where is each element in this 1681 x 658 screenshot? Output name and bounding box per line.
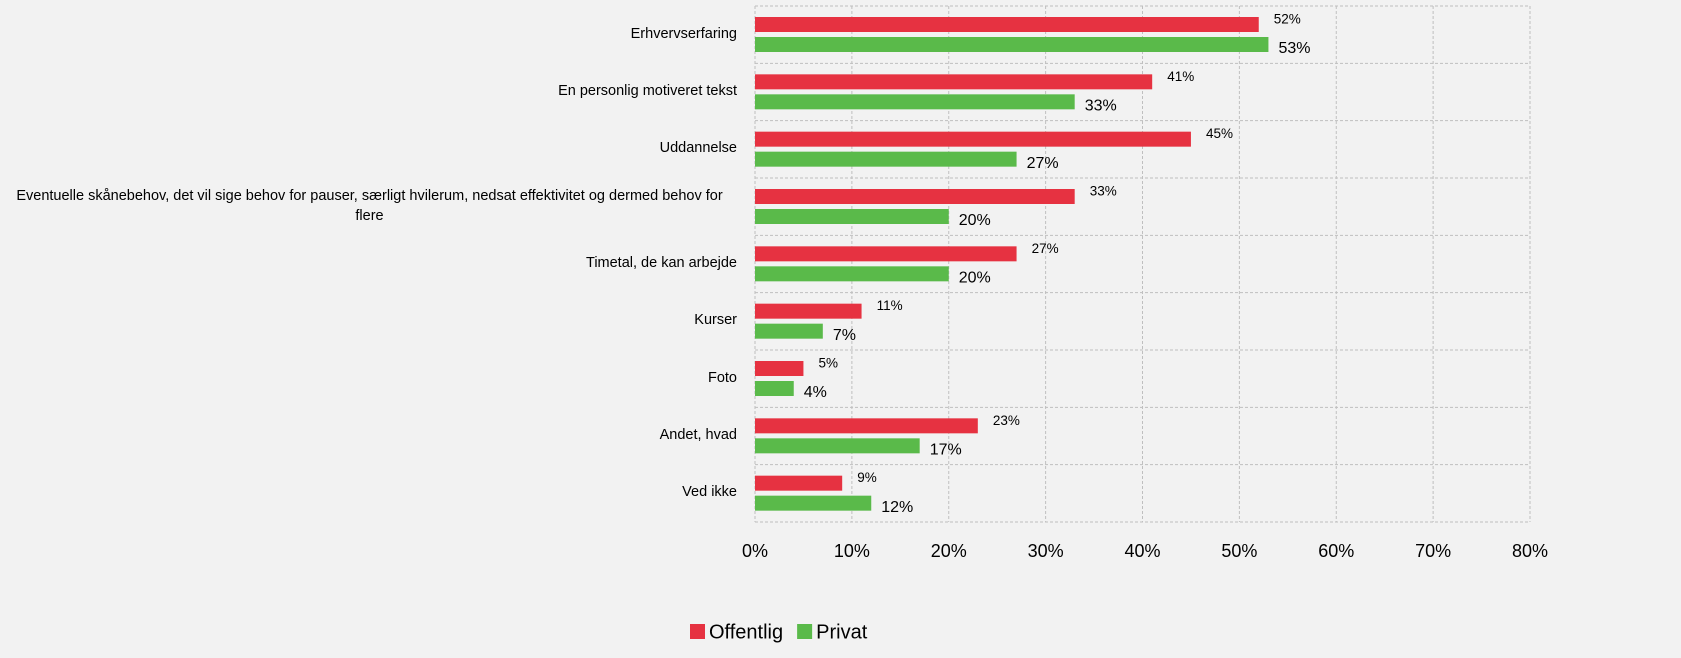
- bar: [755, 131, 1191, 147]
- bar: [755, 303, 862, 319]
- bar: [755, 438, 920, 454]
- data-label: 52%: [1274, 12, 1301, 27]
- bar: [755, 418, 978, 434]
- category-label: Erhvervserfaring: [630, 25, 737, 42]
- bar: [755, 475, 843, 491]
- category-label: Uddannelse: [659, 140, 737, 157]
- legend-label: Offentlig: [709, 621, 783, 643]
- x-tick-label: 40%: [1124, 541, 1160, 561]
- bar: [755, 323, 823, 339]
- data-label: 27%: [1032, 241, 1059, 256]
- category-label: Eventuelle skånebehov, det vil sige beho…: [16, 187, 723, 224]
- x-tick-label: 30%: [1028, 541, 1064, 561]
- data-label: 4%: [804, 384, 827, 401]
- x-tick-label: 80%: [1512, 541, 1548, 561]
- x-tick-label: 70%: [1415, 541, 1451, 561]
- category-label: Kurser: [694, 312, 737, 329]
- data-label: 23%: [993, 413, 1020, 428]
- category-label: Timetal, de kan arbejde: [586, 255, 737, 271]
- x-tick-label: 0%: [742, 541, 768, 561]
- data-label: 20%: [959, 212, 991, 229]
- x-tick-label: 10%: [834, 541, 870, 561]
- bar: [755, 361, 804, 376]
- data-label: 9%: [857, 470, 877, 485]
- bar: [755, 381, 794, 396]
- data-label: 7%: [833, 327, 856, 344]
- bar: [755, 37, 1269, 52]
- data-label: 41%: [1167, 69, 1194, 84]
- category-label: En personlig motiveret tekst: [558, 83, 737, 99]
- data-label: 45%: [1206, 126, 1233, 141]
- category-label: Ved ikke: [682, 484, 737, 501]
- data-label: 33%: [1090, 184, 1117, 199]
- bar: [755, 17, 1259, 32]
- bar: [755, 209, 949, 224]
- data-label: 12%: [881, 499, 913, 516]
- data-label: 53%: [1278, 40, 1310, 57]
- legend-swatch: [797, 624, 813, 639]
- legend-label: Privat: [816, 621, 868, 643]
- bar: [755, 495, 872, 511]
- data-label: 5%: [818, 356, 838, 371]
- category-label: Andet, hvad: [659, 427, 737, 443]
- data-label: 17%: [930, 442, 962, 459]
- data-label: 20%: [959, 270, 991, 287]
- bar: [755, 266, 949, 282]
- bar: [755, 189, 1075, 204]
- data-label: 11%: [877, 298, 903, 313]
- data-label: 33%: [1085, 98, 1117, 115]
- data-label: 27%: [1027, 155, 1059, 172]
- bar: [755, 151, 1017, 167]
- bar: [755, 246, 1017, 262]
- bar: [755, 74, 1153, 90]
- x-tick-label: 50%: [1221, 541, 1257, 561]
- bar: [755, 94, 1075, 110]
- category-label: Foto: [707, 369, 737, 386]
- x-tick-label: 20%: [931, 541, 967, 561]
- legend-swatch: [690, 624, 705, 639]
- x-tick-label: 60%: [1318, 541, 1354, 561]
